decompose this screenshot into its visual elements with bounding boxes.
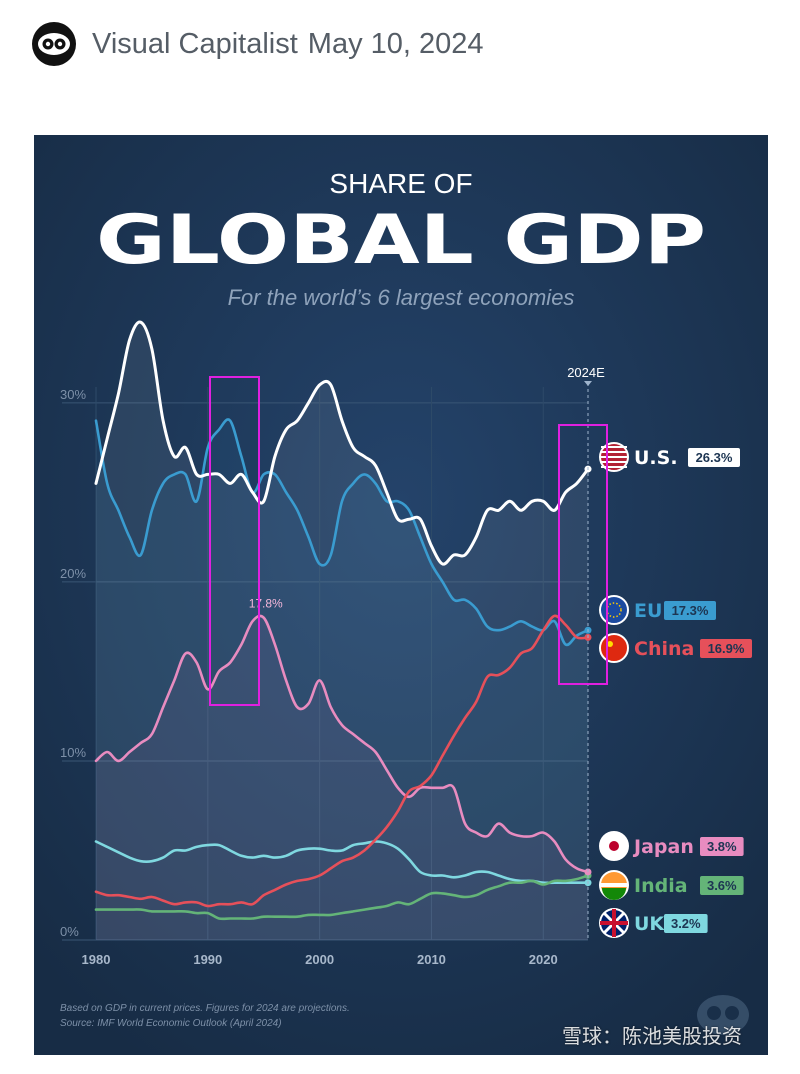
series-area xyxy=(96,322,588,940)
series-line xyxy=(94,418,590,647)
series-line xyxy=(94,320,590,566)
legend-item: India 3.6% xyxy=(599,870,744,900)
legend-value-badge xyxy=(688,448,740,467)
flag-detail xyxy=(600,909,628,937)
legend-value-badge xyxy=(664,601,716,620)
y-tick-label: 20% xyxy=(60,566,86,581)
series-line xyxy=(94,840,590,885)
series-areas xyxy=(96,322,588,940)
author-avatar[interactable] xyxy=(32,22,76,66)
country-flag-icon xyxy=(599,595,629,625)
legend-item: Japan 3.8% xyxy=(599,831,744,861)
legend-value-badge xyxy=(700,876,744,895)
highlight-box-2024 xyxy=(558,424,608,685)
legend-value-label: 16.9% xyxy=(708,641,745,656)
legend-country-name: UK xyxy=(634,913,665,935)
footnote-basis: Based on GDP in current prices. Figures … xyxy=(60,1003,350,1014)
legend-value-label: 17.3% xyxy=(672,603,709,618)
series-line xyxy=(94,874,590,921)
legend-value-label: 3.2% xyxy=(671,916,701,931)
y-tick-label: 0% xyxy=(60,924,79,939)
legend-value-badge xyxy=(664,914,708,933)
chart-title-line2: GLOBAL GDP xyxy=(96,201,706,280)
highlight-box-1990s xyxy=(209,376,260,706)
projection-label: 2024E xyxy=(567,365,605,380)
legend-value-badge xyxy=(700,837,744,856)
flag-detail xyxy=(609,841,619,851)
projection-arrow-icon xyxy=(584,381,592,386)
legend-country-name: U.S. xyxy=(634,447,678,469)
legend-country-name: China xyxy=(634,638,694,660)
series-area xyxy=(96,419,588,940)
infographic-card: SHARE OF GLOBAL GDP For the world’s 6 la… xyxy=(34,135,768,1055)
x-tick-label: 2010 xyxy=(417,952,446,967)
footnote-source: Source: IMF World Economic Outlook (Apri… xyxy=(60,1018,282,1029)
japan-peak-label: 17.8% xyxy=(249,597,283,611)
legend-value-label: 3.8% xyxy=(707,839,737,854)
vc-logo-icon xyxy=(697,995,749,1035)
legend-item: EU 17.3% xyxy=(599,595,716,625)
flag-detail xyxy=(601,466,627,468)
post-date: May 10, 2024 xyxy=(307,27,484,60)
legend-item: UK 3.2% xyxy=(599,908,708,938)
flag-detail xyxy=(601,883,627,887)
chart-title-line1: SHARE OF xyxy=(329,168,472,199)
series-line xyxy=(94,614,590,874)
legend-item: U.S. 26.3% xyxy=(599,442,740,472)
legend: U.S. 26.3% EU 17.3% China 16.9% Japan 3.8% India… xyxy=(599,442,752,938)
legend-country-name: EU xyxy=(634,600,662,622)
legend-value-label: 26.3% xyxy=(696,450,733,465)
gridlines xyxy=(62,387,588,941)
legend-country-name: Japan xyxy=(632,836,694,858)
chart-subtitle: For the world’s 6 largest economies xyxy=(228,285,575,310)
flag-detail xyxy=(601,451,627,453)
flag-detail xyxy=(607,641,613,647)
series-area xyxy=(96,615,588,940)
x-tick-label: 1990 xyxy=(193,952,222,967)
watermark: 雪球：陈池美股投资 xyxy=(562,1024,742,1048)
flag-detail xyxy=(602,888,626,900)
x-tick-label: 2000 xyxy=(305,952,334,967)
legend-country-name: India xyxy=(634,875,688,897)
series-line xyxy=(94,614,590,908)
flag-detail xyxy=(601,461,627,463)
legend-value-label: 3.6% xyxy=(707,878,737,893)
x-tick-label: 2020 xyxy=(529,952,558,967)
post-header: Visual Capitalist May 10, 2024 xyxy=(32,22,484,66)
owl-logo-icon xyxy=(38,33,70,55)
y-tick-label: 30% xyxy=(60,387,86,402)
x-tick-label: 1980 xyxy=(82,952,111,967)
flag-detail xyxy=(601,456,627,458)
author-name[interactable]: Visual Capitalist xyxy=(92,27,298,60)
gdp-chart: SHARE OF GLOBAL GDP For the world’s 6 la… xyxy=(34,135,768,1055)
post-title: Visual Capitalist May 10, 2024 xyxy=(92,28,484,61)
legend-value-badge xyxy=(700,639,752,658)
y-axis-ticks: 30% 20% 10% 0% xyxy=(60,387,86,939)
x-axis-ticks: 1980 1990 2000 2010 2020 xyxy=(82,952,558,967)
y-tick-label: 10% xyxy=(60,745,86,760)
series-lines xyxy=(94,320,592,921)
flag-detail xyxy=(601,446,627,448)
country-flag-icon xyxy=(599,633,629,663)
